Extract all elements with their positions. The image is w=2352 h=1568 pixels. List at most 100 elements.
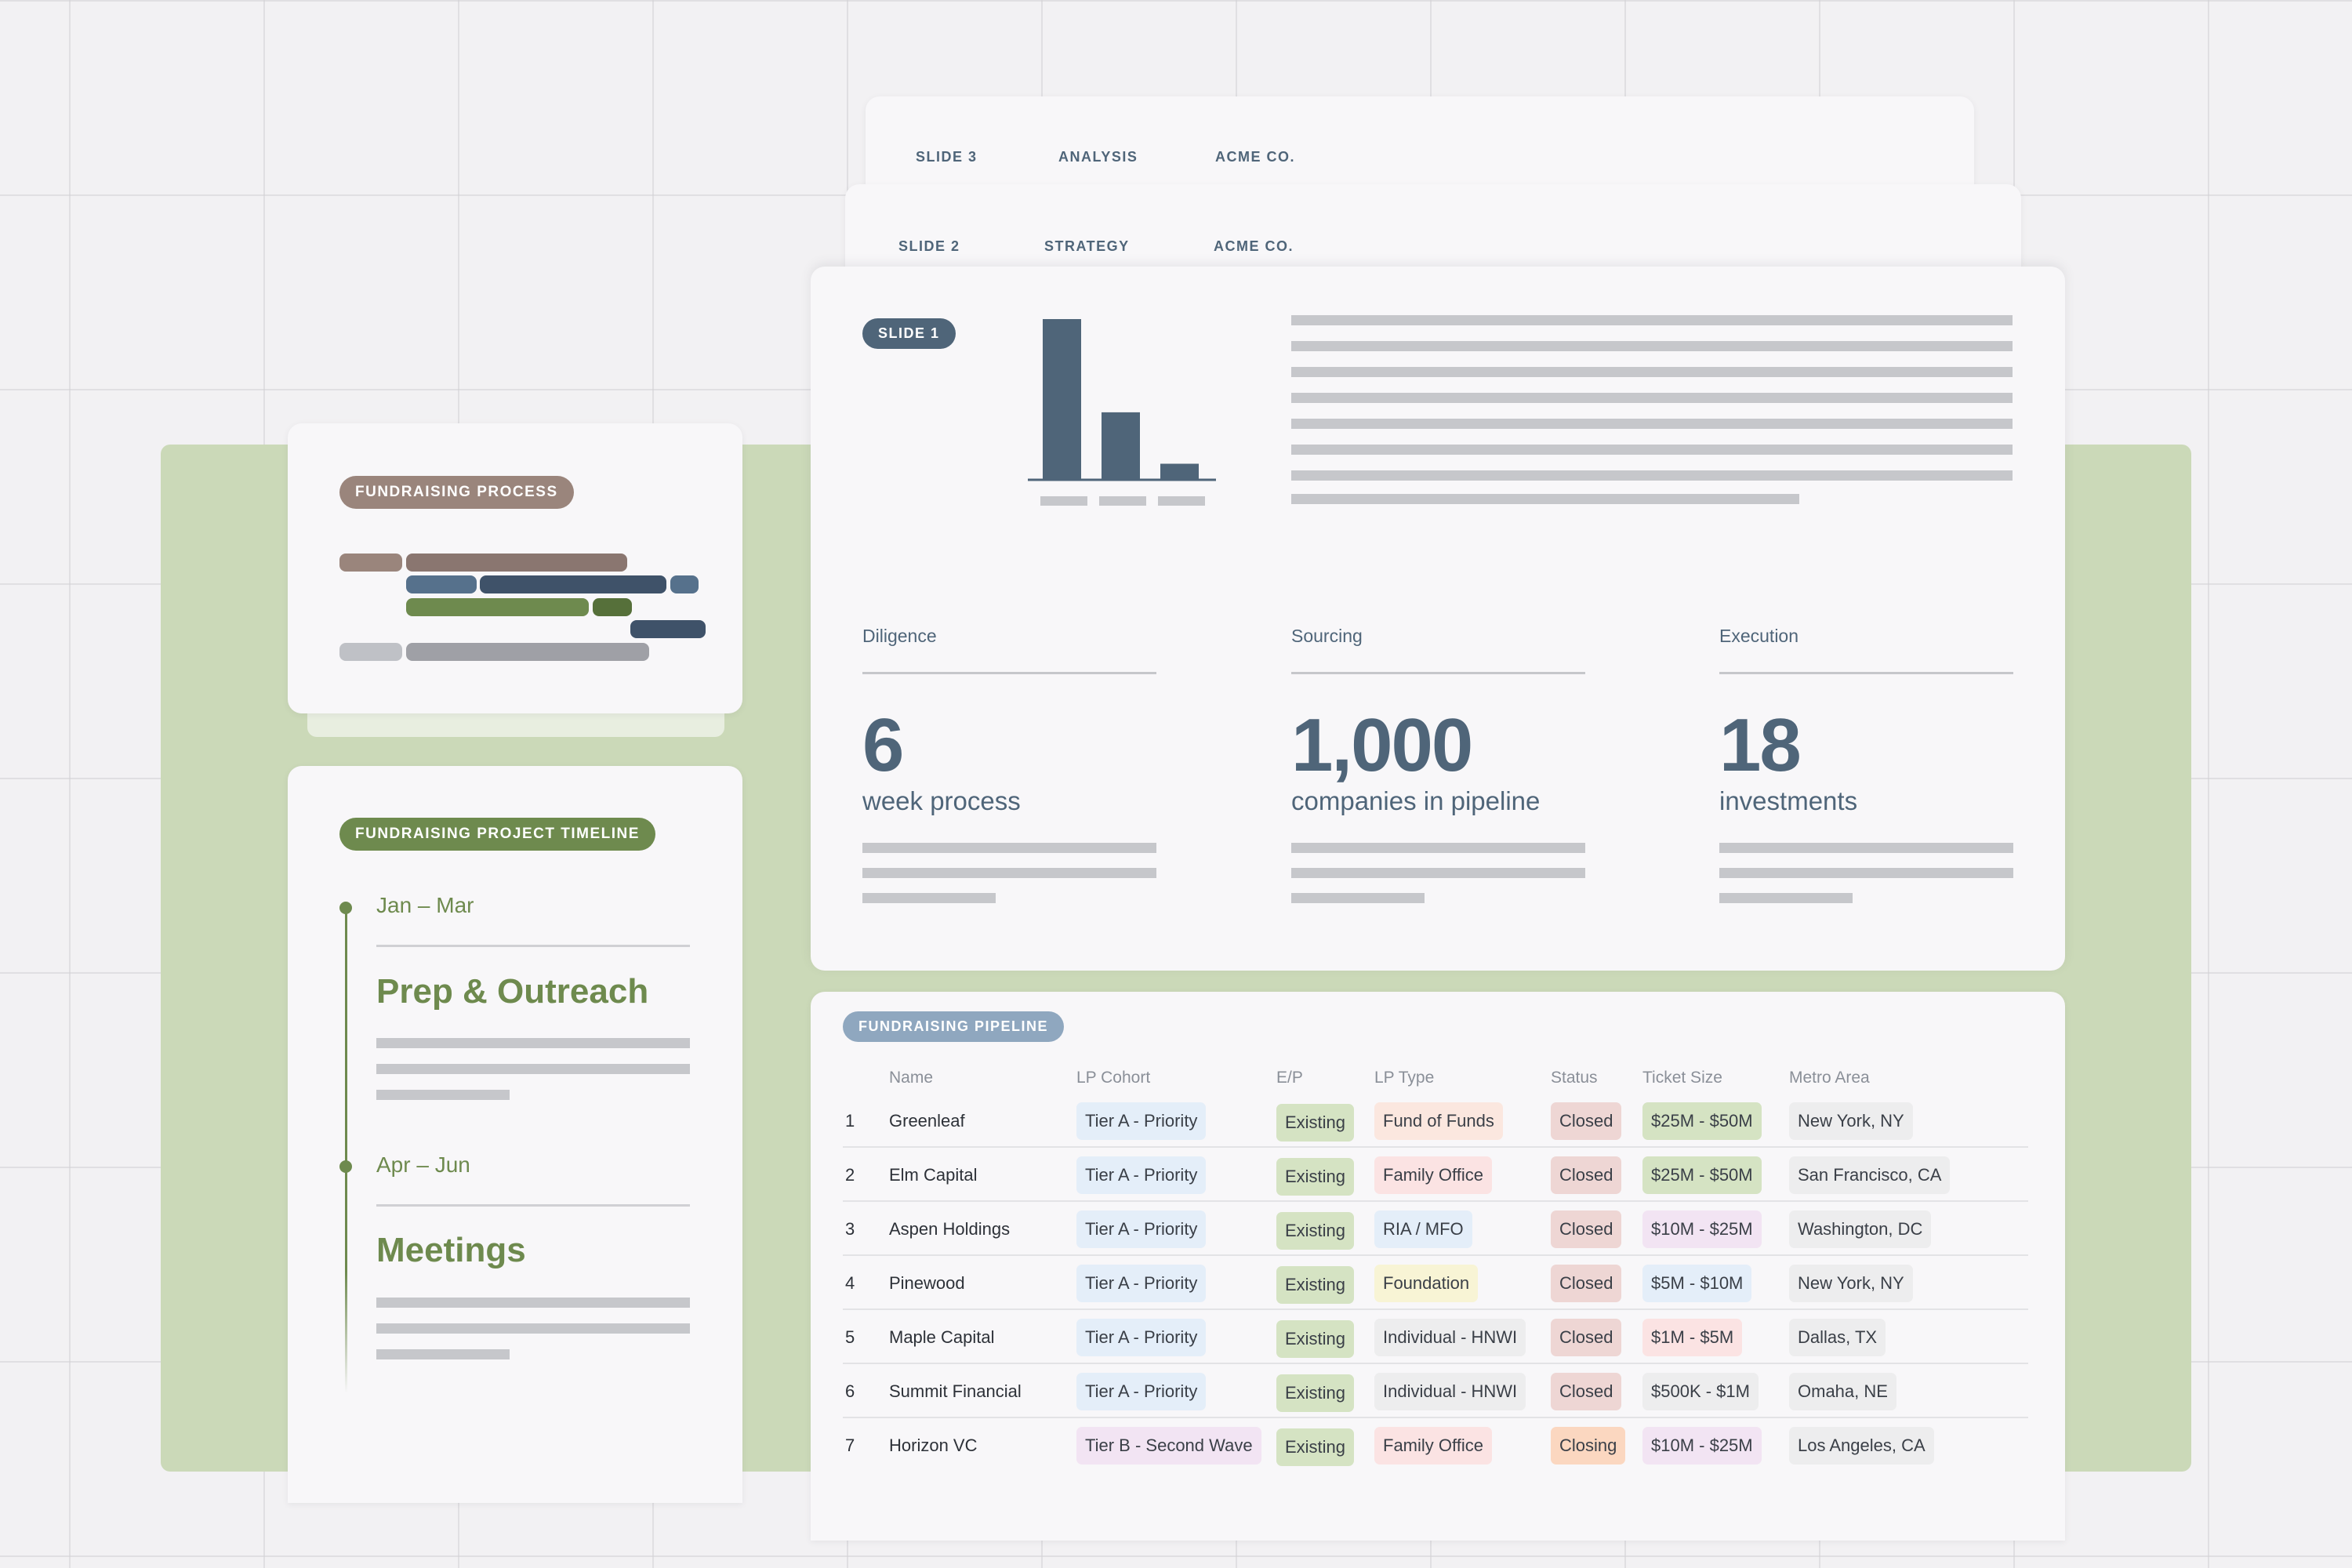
slide-2-company: ACME CO. bbox=[1214, 238, 1294, 254]
lp-name[interactable]: Summit Financial bbox=[889, 1381, 1022, 1401]
column-header-ticket-size[interactable]: Ticket Size bbox=[1642, 1069, 1722, 1087]
metro-area-tag: New York, NY bbox=[1789, 1102, 1913, 1140]
lp-name[interactable]: Aspen Holdings bbox=[889, 1219, 1011, 1239]
column-header-name[interactable]: Name bbox=[889, 1069, 934, 1087]
gantt-bar bbox=[406, 643, 649, 661]
status-tag: Closed bbox=[1551, 1102, 1622, 1140]
timeline-text-line bbox=[376, 1298, 690, 1308]
lp-name[interactable]: Maple Capital bbox=[889, 1327, 995, 1347]
stat-divider bbox=[1291, 672, 1585, 674]
gantt-bar bbox=[670, 575, 699, 593]
gantt-bar bbox=[406, 575, 477, 593]
stat-text-line bbox=[1291, 843, 1585, 853]
timeline-date-1: Jan – Mar bbox=[376, 893, 474, 917]
lp-type-tag: RIA / MFO bbox=[1374, 1210, 1472, 1248]
lp-name[interactable]: Greenleaf bbox=[889, 1111, 965, 1131]
slide-3-company: ACME CO. bbox=[1215, 149, 1295, 165]
timeline-divider bbox=[376, 1204, 690, 1207]
chart-tick-label-1 bbox=[1040, 496, 1087, 506]
stat-value-sourcing: 1,000 bbox=[1291, 703, 1473, 787]
ep-tag: Existing bbox=[1276, 1158, 1355, 1196]
gantt-bar bbox=[480, 575, 666, 593]
lp-cohort-tag: Tier A - Priority bbox=[1076, 1210, 1207, 1248]
lp-cohort-tag: Tier A - Priority bbox=[1076, 1319, 1207, 1356]
stat-text-line bbox=[1719, 893, 1853, 903]
stat-caption-sourcing: companies in pipeline bbox=[1291, 786, 1541, 815]
ticket-size-tag: $10M - $25M bbox=[1642, 1427, 1762, 1465]
ep-tag: Existing bbox=[1276, 1266, 1355, 1304]
lp-type-tag: Family Office bbox=[1374, 1427, 1492, 1465]
chart-tick-label-3 bbox=[1158, 496, 1205, 506]
ticket-size-tag: $1M - $5M bbox=[1642, 1319, 1743, 1356]
slide-1-text-line bbox=[1291, 341, 2013, 351]
lp-type-tag: Fund of Funds bbox=[1374, 1102, 1503, 1140]
stat-text-line bbox=[1719, 843, 2013, 853]
ep-tag: Existing bbox=[1276, 1428, 1355, 1466]
stat-divider bbox=[1719, 672, 2013, 674]
lp-cohort-tag: Tier A - Priority bbox=[1076, 1156, 1207, 1194]
slide-2-number: SLIDE 2 bbox=[898, 238, 960, 254]
column-header-status[interactable]: Status bbox=[1551, 1069, 1598, 1087]
timeline-text-line bbox=[376, 1090, 510, 1100]
timeline-phase-1-title: Prep & Outreach bbox=[376, 972, 649, 1011]
ticket-size-tag: $25M - $50M bbox=[1642, 1156, 1762, 1194]
slide-1-text-line bbox=[1291, 315, 2013, 325]
lp-type-tag: Individual - HNWI bbox=[1374, 1373, 1526, 1410]
chart-tick-label-2 bbox=[1099, 496, 1146, 506]
gantt-bar bbox=[406, 554, 627, 572]
stat-text-line bbox=[1291, 893, 1425, 903]
column-header-lp-type[interactable]: LP Type bbox=[1374, 1069, 1435, 1087]
lp-name[interactable]: Elm Capital bbox=[889, 1165, 978, 1185]
column-header-lp-cohort[interactable]: LP Cohort bbox=[1076, 1069, 1151, 1087]
stat-value-execution: 18 bbox=[1719, 703, 1802, 787]
status-tag: Closed bbox=[1551, 1156, 1622, 1194]
slide-1-text-line bbox=[1291, 470, 2013, 481]
stat-label-execution: Execution bbox=[1719, 626, 1799, 646]
chart-bar-2 bbox=[1102, 412, 1140, 480]
fundraising-timeline-card[interactable] bbox=[288, 766, 742, 1503]
metro-area-tag: New York, NY bbox=[1789, 1265, 1913, 1302]
status-tag: Closed bbox=[1551, 1319, 1622, 1356]
ticket-size-tag: $5M - $10M bbox=[1642, 1265, 1752, 1302]
row-number: 7 bbox=[845, 1436, 855, 1455]
column-header-ep[interactable]: E/P bbox=[1276, 1069, 1303, 1087]
ep-tag: Existing bbox=[1276, 1320, 1355, 1358]
stat-text-line bbox=[1719, 868, 2013, 878]
column-header-metro-area[interactable]: Metro Area bbox=[1789, 1069, 1870, 1087]
row-number: 3 bbox=[845, 1219, 855, 1239]
lp-type-tag: Foundation bbox=[1374, 1265, 1479, 1302]
stat-caption-diligence: week process bbox=[862, 786, 1021, 815]
slide-3-number: SLIDE 3 bbox=[916, 149, 978, 165]
slide-2-section: STRATEGY bbox=[1044, 238, 1130, 254]
lp-name[interactable]: Horizon VC bbox=[889, 1436, 978, 1455]
ticket-size-tag: $25M - $50M bbox=[1642, 1102, 1762, 1140]
row-divider bbox=[843, 1363, 2028, 1364]
stat-text-line bbox=[862, 843, 1156, 853]
slide-1-card[interactable] bbox=[811, 267, 2065, 971]
timeline-vertical-line bbox=[345, 907, 347, 1393]
slide-1-bar-chart bbox=[1028, 319, 1216, 506]
row-divider bbox=[843, 1417, 2028, 1418]
ep-tag: Existing bbox=[1276, 1104, 1355, 1142]
fundraising-process-badge: FUNDRAISING PROCESS bbox=[339, 476, 574, 509]
status-tag: Closed bbox=[1551, 1373, 1622, 1410]
row-number: 4 bbox=[845, 1273, 855, 1293]
metro-area-tag: Washington, DC bbox=[1789, 1210, 1932, 1248]
gantt-bar bbox=[339, 643, 402, 661]
chart-bar-1 bbox=[1043, 319, 1081, 480]
row-divider bbox=[843, 1200, 2028, 1202]
slide-1-text-line bbox=[1291, 445, 2013, 455]
lp-type-tag: Family Office bbox=[1374, 1156, 1492, 1194]
stat-label-diligence: Diligence bbox=[862, 626, 937, 646]
fundraising-timeline-badge: FUNDRAISING PROJECT TIMELINE bbox=[339, 818, 655, 851]
timeline-dot bbox=[339, 902, 352, 914]
timeline-text-line bbox=[376, 1064, 690, 1074]
lp-name[interactable]: Pinewood bbox=[889, 1273, 965, 1293]
stat-text-line bbox=[1291, 868, 1585, 878]
gantt-bar bbox=[630, 620, 706, 638]
row-divider bbox=[843, 1146, 2028, 1148]
stat-label-sourcing: Sourcing bbox=[1291, 626, 1363, 646]
timeline-date-2: Apr – Jun bbox=[376, 1152, 470, 1177]
gantt-bar bbox=[593, 598, 632, 616]
ep-tag: Existing bbox=[1276, 1374, 1355, 1412]
